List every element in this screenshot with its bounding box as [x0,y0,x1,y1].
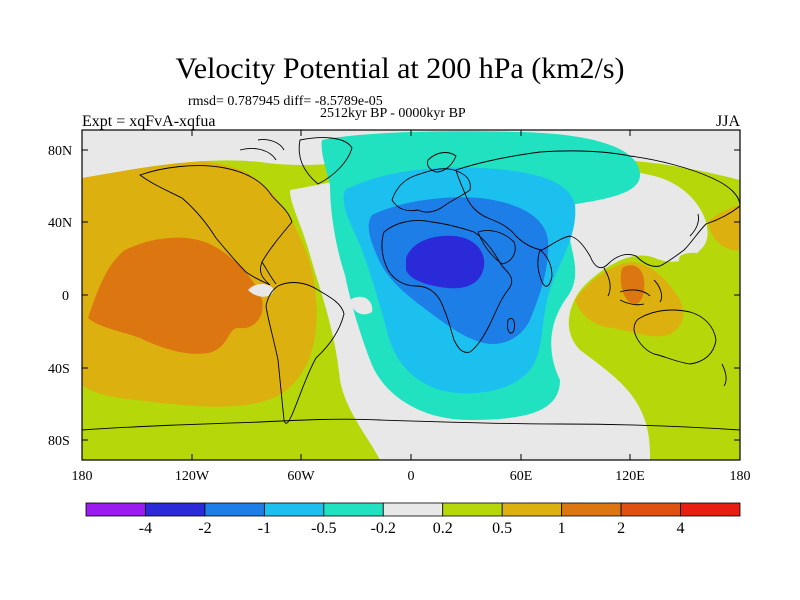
colorbar-label: 2 [617,520,625,537]
colorbar-swatch [382,502,444,517]
coastline-australia [633,309,717,365]
coastline-arabia [477,230,516,265]
lat-label: 40N [48,216,72,231]
colorbar-label: -2 [198,520,211,537]
lat-label: 40S [48,362,70,377]
colorbar-label: -0.5 [311,520,336,537]
colorbar-swatch [680,502,741,517]
colorbar-swatch [145,502,206,517]
lon-label: 60E [510,469,533,484]
contour-field [82,130,740,460]
season-label: JJA [716,113,741,130]
coastline-india [537,249,553,287]
colorbar-swatch [263,502,325,517]
latitude-labels: 80N 40N 0 40S 80S [48,144,72,449]
coastline-new-zealand [721,363,727,387]
colorbar-swatch [620,502,681,517]
colorbar [85,502,741,517]
longitude-labels: 180 120W 60W 0 60E 120E 180 [72,469,751,484]
stats-subtitle: rmsd= 0.787945 diff= -8.5789e-05 [188,94,383,109]
map-title: Velocity Potential at 200 hPa (km2/s) [175,52,625,85]
lon-label: 60W [287,469,315,484]
coastline-scandinavia [427,152,457,173]
coastlines [82,137,740,431]
lat-label: 80N [48,144,72,159]
lon-label: 120E [615,469,645,484]
colorbar-label: -4 [139,520,152,537]
axis-ticks [81,130,741,460]
lon-label: 120W [175,469,210,484]
period-subtitle: 2512kyr BP - 0000kyr BP [320,106,466,121]
coastline-asia [455,150,740,269]
lon-label: 180 [72,469,93,484]
warm-pool-dark-orange-region [620,265,645,305]
grey-patch-east-pacific [248,284,274,297]
experiment-label: Expt = xqFvA-xqfua [82,113,216,130]
coastline-madagascar [507,318,515,334]
green-patch-west-pacific [678,252,712,287]
coastline-north-america [139,165,293,286]
lon-label: 0 [408,469,415,484]
colorbar-swatch [501,502,563,517]
lat-label: 80S [48,434,70,449]
coastline-japan [689,213,699,237]
coastline-greenland [298,137,353,185]
coastline-antarctica [82,418,740,431]
grey-patch-south-atlantic [350,296,373,315]
east-asia-orange-region [708,205,740,251]
coastline-central-america [261,261,277,285]
coastline-africa [381,220,513,353]
coastline-south-america [265,282,345,424]
colorbar-swatch [323,502,384,517]
coastline-maritime-continent [603,267,663,306]
coastline-europe [391,168,471,213]
colorbar-label: 1 [558,520,566,537]
colorbar-label: -1 [258,520,271,537]
lon-label: 180 [730,469,751,484]
pacific-dark-orange-region [88,237,263,354]
colorbar-label: -0.2 [371,520,396,537]
colorbar-swatch [85,502,146,517]
lat-label: 0 [62,289,69,304]
colorbar-swatch [442,502,503,517]
colorbar-label: 4 [677,520,685,537]
colorbar-swatch [561,502,622,517]
coastline-arctic-islands [239,139,285,161]
dark-blue-core [406,235,485,289]
colorbar-label: 0.2 [433,520,453,537]
colorbar-swatch [204,502,265,517]
colorbar-label: 0.5 [492,520,512,537]
colorbar-labels: -4 -2 -1 -0.5 -0.2 0.2 0.5 1 2 4 [139,520,685,537]
